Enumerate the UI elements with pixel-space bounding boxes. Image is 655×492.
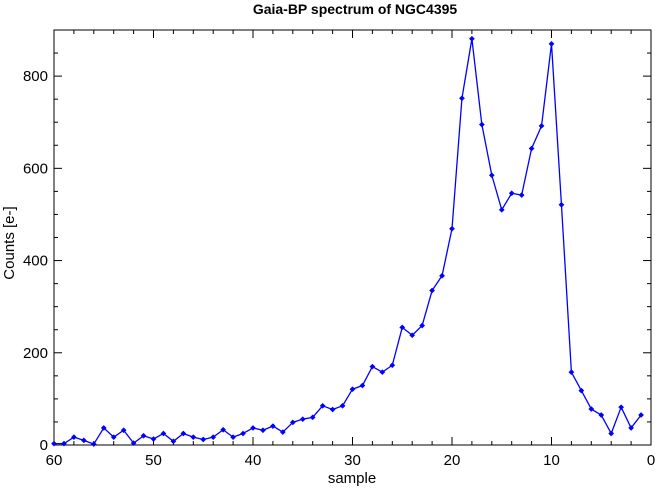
- series-layer: [51, 35, 645, 448]
- data-point: [210, 434, 217, 441]
- data-point: [60, 440, 67, 447]
- data-point: [180, 430, 187, 437]
- data-point: [558, 201, 565, 208]
- plot-frame: [53, 29, 652, 446]
- data-point: [478, 121, 485, 128]
- x-tick-label: 10: [543, 452, 560, 469]
- data-point: [200, 436, 207, 443]
- data-point: [429, 287, 436, 294]
- data-point: [259, 427, 266, 434]
- x-tick-label: 30: [344, 452, 361, 469]
- data-point: [369, 363, 376, 370]
- data-point: [279, 429, 286, 436]
- data-point: [100, 424, 107, 431]
- data-point: [449, 225, 455, 232]
- data-point: [250, 424, 256, 431]
- data-point: [70, 434, 77, 441]
- data-point: [518, 192, 525, 199]
- data-point: [389, 362, 396, 369]
- chart-title: Gaia-BP spectrum of NGC4395: [253, 1, 458, 17]
- data-point: [439, 272, 446, 279]
- x-tick-label: 60: [46, 452, 63, 469]
- y-tick-label: 0: [40, 437, 48, 454]
- data-point: [399, 324, 406, 331]
- y-tick-label: 600: [23, 160, 48, 177]
- data-point: [51, 440, 57, 447]
- data-point: [588, 406, 595, 412]
- data-point: [110, 434, 117, 441]
- data-point: [578, 387, 585, 394]
- data-point: [80, 437, 87, 444]
- data-point: [240, 430, 247, 437]
- data-point: [628, 424, 635, 431]
- data-point: [160, 430, 167, 437]
- data-point: [638, 412, 645, 418]
- data-point: [299, 416, 306, 423]
- data-point: [349, 386, 356, 393]
- data-point: [120, 427, 127, 434]
- data-point: [618, 404, 625, 411]
- data-point: [329, 406, 336, 413]
- data-point: [508, 190, 515, 197]
- data-point: [90, 441, 97, 448]
- y-tick-label: 800: [23, 68, 48, 85]
- data-point: [379, 369, 386, 376]
- data-point: [598, 412, 605, 418]
- data-point: [538, 122, 545, 129]
- data-point: [140, 432, 147, 439]
- x-tick-label: 40: [245, 452, 262, 469]
- data-point: [359, 382, 366, 389]
- series-line: [54, 38, 642, 445]
- x-axis-label: sample: [328, 470, 376, 487]
- data-point: [190, 434, 197, 441]
- data-point: [608, 430, 615, 437]
- data-point: [319, 402, 326, 409]
- y-tick-label: 200: [23, 345, 48, 362]
- data-point: [488, 172, 495, 179]
- data-point: [150, 436, 157, 442]
- data-point: [468, 35, 475, 42]
- x-tick-label: 20: [444, 452, 461, 469]
- data-point: [170, 438, 177, 445]
- x-tick-label: 50: [145, 452, 162, 469]
- axis-ticks: 60 50 40 30 20 10 0 0 200 400 600 800: [23, 29, 655, 469]
- data-point: [220, 426, 227, 433]
- data-point: [458, 95, 465, 102]
- data-point: [309, 414, 316, 421]
- data-point: [498, 206, 505, 213]
- data-point: [419, 322, 426, 329]
- y-tick-label: 400: [23, 253, 48, 270]
- data-point: [230, 434, 237, 441]
- data-point: [269, 423, 276, 430]
- data-point: [548, 40, 555, 47]
- x-tick-label: 0: [647, 452, 655, 469]
- data-point: [339, 402, 346, 409]
- data-point: [568, 369, 575, 376]
- y-axis-label: Counts [e-]: [1, 206, 18, 279]
- data-point: [289, 419, 296, 426]
- data-point: [409, 332, 416, 339]
- data-point: [528, 145, 535, 152]
- data-point: [130, 440, 137, 447]
